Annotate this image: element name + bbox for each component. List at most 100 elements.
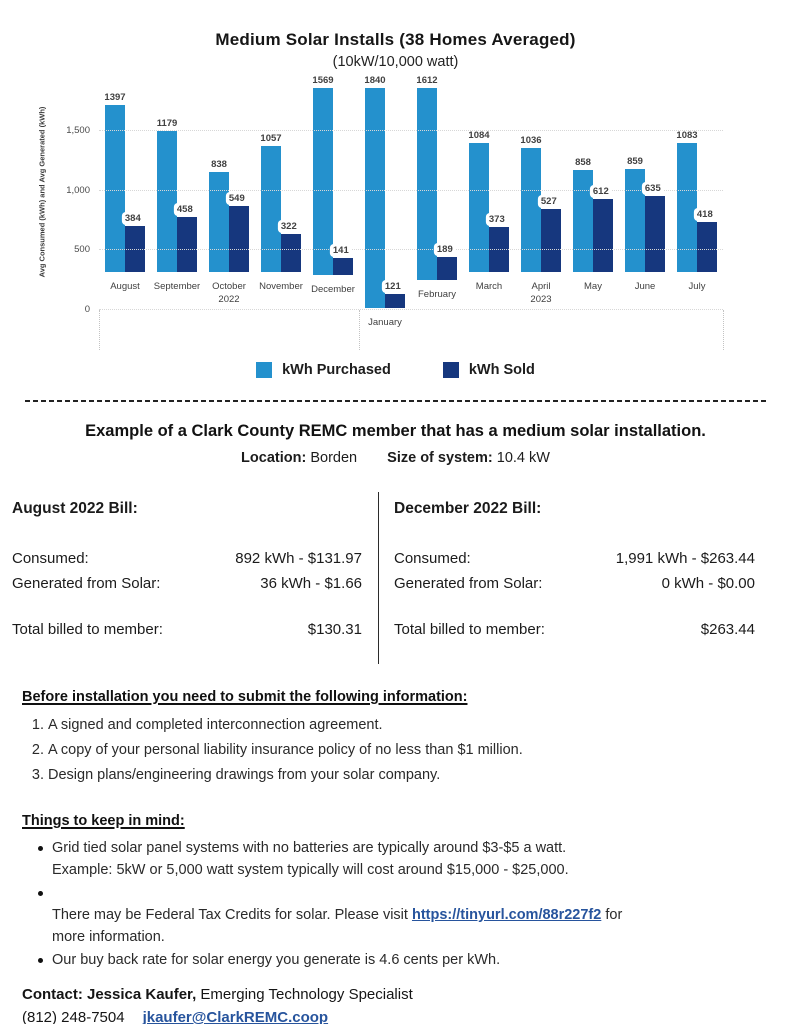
year-separator-right <box>723 310 724 350</box>
sold-value-label: 635 <box>641 182 664 196</box>
things-to-keep-list: Grid tied solar panel systems with no ba… <box>38 837 791 971</box>
consumed-value: 892 kWh - $131.97 <box>235 550 362 567</box>
purchased-bar-june: 859 <box>625 156 645 273</box>
december-total-row: Total billed to member: $263.44 <box>394 617 755 642</box>
x-axis-label-february: February <box>417 289 456 300</box>
sold-value-label: 373 <box>485 213 508 227</box>
location-label: Location: <box>241 450 307 466</box>
bullet-text: Grid tied solar panel systems with no ba… <box>52 840 569 878</box>
x-axis-label-december: December <box>311 284 355 295</box>
chart-title: Medium Solar Installs (38 Homes Averaged… <box>215 30 576 49</box>
purchased-bar-december: 1569 <box>312 75 334 275</box>
sold-bar-july: 418 <box>693 208 717 273</box>
year-separator-left <box>99 310 100 350</box>
purchased-bar-september: 1179 <box>157 118 177 273</box>
x-axis-label-march: March <box>475 281 503 293</box>
bar-group-december: 1569 141 December <box>307 75 359 310</box>
bar-group-august: 1397 384 August <box>99 88 151 310</box>
y-tick-500: 500 <box>74 244 90 256</box>
things-to-keep-heading: Things to keep in mind: <box>22 813 185 829</box>
list-item: There may be Federal Tax Credits for sol… <box>38 882 791 948</box>
legend-label-purchased: kWh Purchased <box>282 362 391 378</box>
bar-group-february: 1612 189 February <box>411 75 463 310</box>
bar-groups: 1397 384 August 1179 458 September 838 549 Octob… <box>99 75 723 328</box>
x-axis-year-label: 2023 <box>530 294 552 306</box>
sold-bar-september: 458 <box>173 203 197 273</box>
list-item: Grid tied solar panel systems with no ba… <box>38 837 791 881</box>
december-bill: December 2022 Bill: Consumed: 1,991 kWh … <box>378 492 791 664</box>
total-value: $130.31 <box>307 621 362 638</box>
contact-email-link[interactable]: jkaufer@ClarkREMC.coop <box>142 1009 329 1024</box>
sold-value-label: 418 <box>693 208 716 222</box>
contact-block: Contact: Jessica Kaufer, Emerging Techno… <box>22 983 791 1024</box>
x-axis-label-may: May <box>584 281 602 293</box>
y-tick-0: 0 <box>84 304 90 315</box>
bullet-text: Our buy back rate for solar energy you g… <box>52 952 501 968</box>
sold-bar-january: 121 <box>381 280 405 308</box>
contact-phone: (812) 248-7504 <box>22 1009 125 1024</box>
purchased-value-label: 838 <box>211 159 227 171</box>
generated-label: Generated from Solar: <box>394 575 543 592</box>
purchased-value-label: 1057 <box>260 133 282 145</box>
tinyurl-link[interactable]: https://tinyurl.com/88r227f2 <box>411 907 602 923</box>
purchased-value-label: 1840 <box>364 75 386 86</box>
august-consumed-row: Consumed: 892 kWh - $131.97 <box>12 546 362 571</box>
sold-value-label: 612 <box>589 185 612 199</box>
x-axis-label-november: November <box>259 281 303 293</box>
system-size-value: 10.4 kW <box>496 450 550 466</box>
dashed-divider <box>25 400 766 402</box>
chart-subtitle: (10kW/10,000 watt) <box>332 54 459 70</box>
before-installation-list: A signed and completed interconnection a… <box>34 713 791 788</box>
bar-group-may: 858 612 May <box>567 88 619 310</box>
sold-value-label: 384 <box>121 212 144 226</box>
purchased-value-label: 1084 <box>468 130 490 142</box>
purchased-value-label: 1569 <box>312 75 334 86</box>
gridline-1000 <box>99 189 723 191</box>
x-axis-label-august: August <box>110 281 140 293</box>
bar-group-july: 1083 418 July <box>671 88 723 310</box>
purchased-bar-july: 1083 <box>676 130 698 273</box>
generated-value: 0 kWh - $0.00 <box>661 575 755 592</box>
bill-comparison: August 2022 Bill: Consumed: 892 kWh - $1… <box>0 492 791 664</box>
x-axis-label-june: June <box>634 281 656 293</box>
gridline-0 <box>99 309 723 310</box>
sold-value-label: 549 <box>225 192 248 206</box>
legend-item-purchased: kWh Purchased <box>256 362 391 378</box>
consumed-label: Consumed: <box>12 550 89 567</box>
bullet-text: There may be Federal Tax Credits for sol… <box>52 907 412 923</box>
x-axis-label-april: April 2023 <box>530 281 552 306</box>
purchased-value-label: 1036 <box>520 135 542 147</box>
sold-bar-december: 141 <box>329 244 353 275</box>
total-value: $263.44 <box>700 621 755 638</box>
legend-label-sold: kWh Sold <box>468 362 535 378</box>
contact-line: Contact: Jessica Kaufer, Emerging Techno… <box>22 983 791 1006</box>
bar-group-january: 1840 121 January <box>359 75 411 328</box>
purchased-value-label: 1397 <box>104 92 126 104</box>
sold-bar-august: 384 <box>121 212 145 273</box>
bar-group-november: 1057 322 November <box>255 88 307 310</box>
purchased-bar-february: 1612 <box>416 75 438 280</box>
before-installation-heading: Before installation you need to submit t… <box>22 689 468 705</box>
contact-role: Emerging Technology Specialist <box>196 986 413 1003</box>
bullet-text: for more information. <box>52 907 623 945</box>
december-consumed-row: Consumed: 1,991 kWh - $263.44 <box>394 546 755 571</box>
sold-bar-november: 322 <box>277 220 301 273</box>
generated-value: 36 kWh - $1.66 <box>260 575 362 592</box>
purchased-bar-may: 858 <box>573 157 593 273</box>
system-size-label: Size of system: <box>387 450 493 466</box>
legend-item-sold: kWh Sold <box>442 362 535 378</box>
purchased-bar-january: 1840 <box>364 75 386 308</box>
sold-bar-may: 612 <box>589 185 613 273</box>
bar-group-june: 859 635 June <box>619 88 671 310</box>
december-generated-row: Generated from Solar: 0 kWh - $0.00 <box>394 571 755 596</box>
sold-value-label: 141 <box>329 244 352 257</box>
generated-label: Generated from Solar: <box>12 575 161 592</box>
total-label: Total billed to member: <box>12 621 163 638</box>
sold-value-label: 121 <box>381 280 404 293</box>
chart-legend: kWh Purchased kWh Sold <box>0 362 791 378</box>
y-axis-title: Avg Consumed (kWh) and Avg Generated (kW… <box>37 106 47 278</box>
x-axis-year-label: 2022 <box>218 294 240 306</box>
bar-group-october: 838 549 October 2022 <box>203 88 255 310</box>
gridline-500 <box>99 249 723 251</box>
